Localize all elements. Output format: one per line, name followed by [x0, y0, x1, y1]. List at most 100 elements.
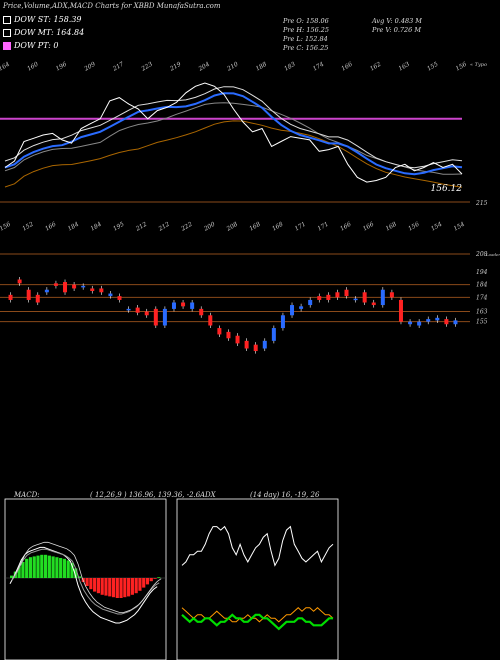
price-top-axis-label: « Typo [470, 62, 487, 68]
candle-body [299, 306, 304, 309]
candle-body [371, 302, 376, 306]
candle-axis-label: 184 [476, 282, 488, 289]
price-tick-label: 223 [139, 61, 153, 73]
candle-body [153, 308, 158, 326]
macd-histogram-bar [111, 578, 116, 598]
candle-body [444, 319, 449, 325]
candlestick-panel: 215 208 194 184 174 163 155 Loaders 156 152 166 184… [0, 200, 500, 354]
macd-histogram-bar [93, 578, 97, 592]
macd-histogram-bar [153, 578, 157, 579]
candle-tick-label: 168 [248, 221, 262, 233]
candle-body [435, 317, 440, 321]
stat-pre-open: Pre O: 158.06 [283, 17, 329, 25]
candle-tick-label: 156 [407, 221, 421, 233]
candle-tick-label: 166 [362, 221, 376, 233]
price-tick-label: 155 [426, 61, 440, 73]
legend-swatch-pt [3, 42, 11, 50]
candle-body [262, 340, 267, 349]
price-tick-label: 219 [168, 61, 182, 73]
price-tick-label: 204 [197, 61, 211, 73]
candle-body [317, 296, 322, 300]
candle-body [326, 294, 331, 300]
candle-body [99, 288, 104, 293]
candle-tick-label: 222 [179, 221, 193, 233]
candle-body [63, 282, 68, 293]
macd-histogram-bar [32, 556, 36, 578]
candle-body [171, 302, 176, 309]
candle-body [380, 289, 385, 306]
candle-tick-label: 184 [89, 221, 103, 233]
legend-dow-mt: DOW MT: 164.84 [3, 28, 84, 37]
candle-body [135, 307, 140, 313]
macd-histogram-bar [21, 562, 25, 578]
candle-body [271, 328, 276, 341]
candle-axis-label: 163 [476, 308, 488, 315]
price-tick-label: 163 [397, 61, 411, 73]
candle-tick-label: 212 [134, 221, 148, 233]
candle-body [408, 321, 413, 325]
candle-body [335, 292, 340, 298]
candle-body [181, 302, 186, 307]
macd-label: MACD: [14, 491, 40, 499]
candle-body [126, 308, 131, 311]
candle-body [35, 294, 40, 303]
macd-histogram-bar [96, 578, 100, 594]
candle-body [426, 319, 431, 322]
macd-histogram-bar [130, 578, 134, 595]
macd-histogram-bar [134, 578, 138, 594]
candle-tick-label: 154 [453, 221, 467, 233]
candle-body [389, 292, 394, 298]
candle-body [90, 288, 95, 291]
candle-tick-label: 184 [67, 221, 81, 233]
macd-histogram-bar [66, 560, 70, 578]
candle-axis-extra-label: Loaders [485, 252, 500, 257]
candle-body [17, 279, 22, 284]
macd-histogram-bar [104, 578, 108, 596]
candle-tick-label: 171 [294, 221, 307, 233]
macd-histogram-bar [100, 578, 104, 595]
candle-axis-label: 208 [475, 251, 488, 258]
candle-body [44, 289, 49, 293]
price-ma-short-line [4, 86, 463, 169]
candle-body [53, 283, 58, 286]
macd-histogram-bar [10, 575, 14, 578]
price-tick-label: 164 [0, 61, 11, 73]
macd-panel [4, 498, 167, 660]
candle-tick-label: 152 [21, 221, 35, 233]
stat-pre-close: Pre C: 156.25 [283, 44, 329, 52]
macd-histogram-bar [138, 578, 142, 591]
candle-body [81, 285, 86, 288]
macd-histogram-bar [119, 578, 123, 598]
candle-body [453, 320, 458, 325]
candle-body [344, 289, 349, 297]
macd-histogram-bar [55, 557, 59, 578]
candle-axis-label: 155 [476, 319, 488, 326]
macd-histogram-bar [17, 566, 21, 578]
candle-body [8, 294, 13, 300]
price-tick-label: 160 [26, 61, 40, 73]
candle-axis-label: 215 [475, 200, 488, 207]
price-tick-label: 166 [340, 61, 354, 73]
candle-body [199, 308, 204, 316]
price-tick-label: 183 [283, 61, 297, 73]
candle-tick-label: 212 [157, 221, 171, 233]
candle-body [398, 299, 403, 322]
candle-body [362, 292, 367, 303]
candle-body [244, 340, 249, 349]
macd-histogram-bar [77, 576, 82, 578]
macd-histogram-bar [28, 557, 33, 578]
macd-histogram-bar [157, 577, 161, 578]
macd-signal-line [11, 548, 160, 615]
adx-line [181, 525, 334, 567]
adx-label: ADX [200, 491, 216, 499]
legend-swatch-mt [3, 29, 11, 37]
macd-histogram-bar [47, 555, 51, 578]
macd-histogram-bar [142, 578, 146, 588]
adx-frame [176, 498, 339, 660]
stat-pre-volume: Pre V: 0.726 M [372, 26, 422, 34]
price-tick-label: 156 [455, 61, 469, 73]
candle-body [162, 308, 167, 326]
candle-body [144, 311, 149, 316]
price-line [4, 82, 463, 183]
